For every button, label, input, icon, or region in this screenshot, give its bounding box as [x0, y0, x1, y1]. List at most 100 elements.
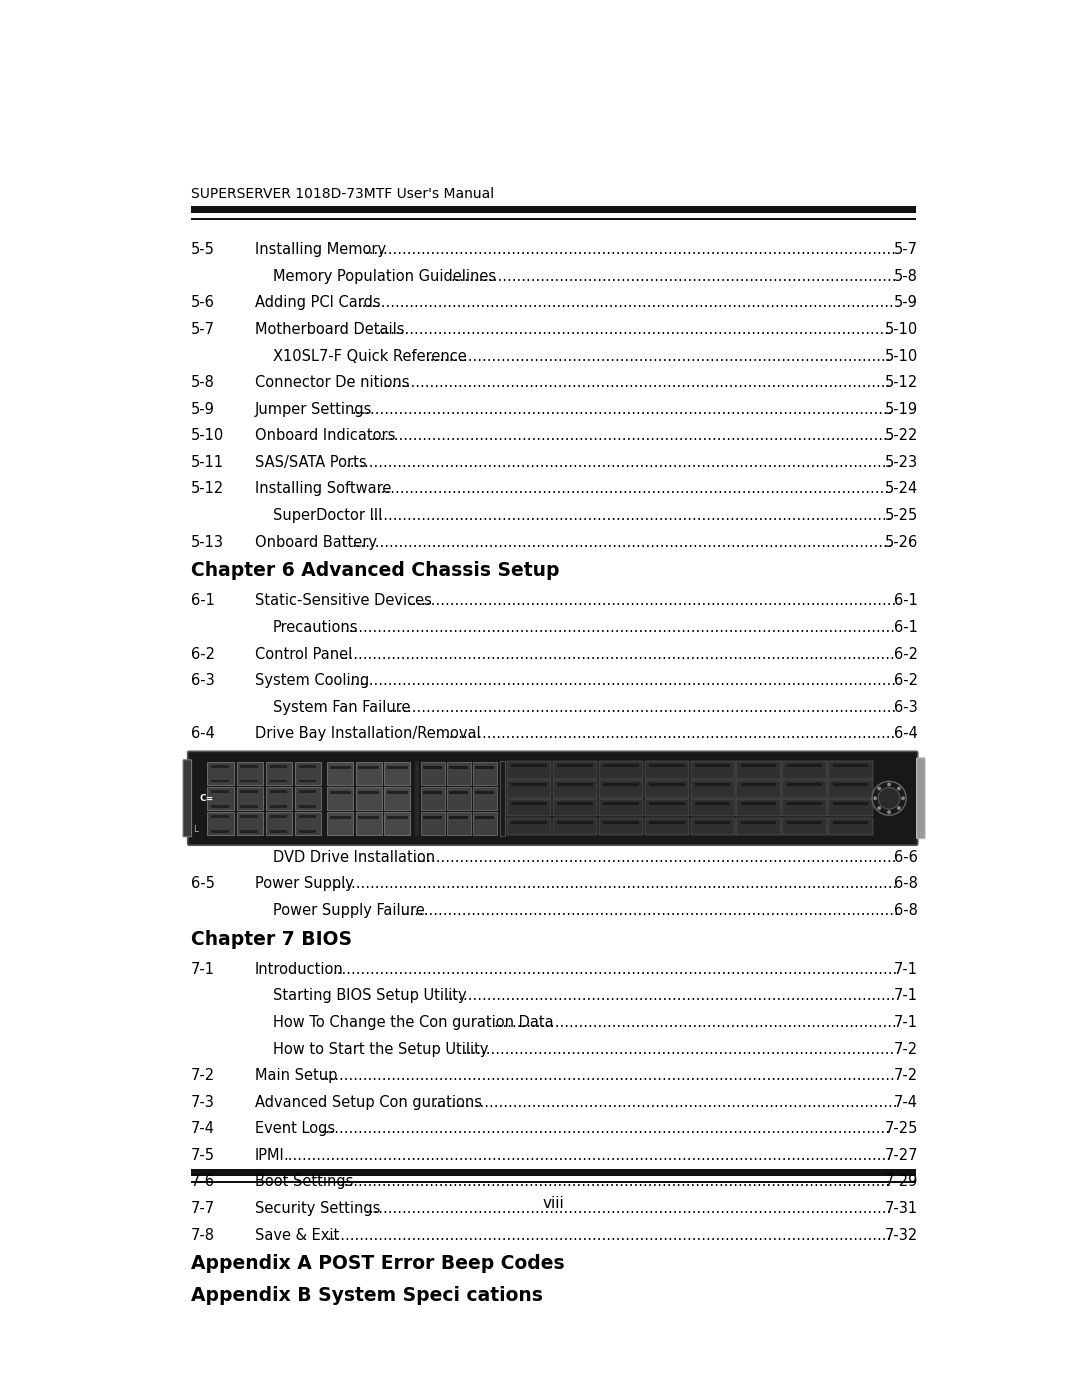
Text: 5-10: 5-10 [191, 429, 224, 443]
Text: ................................................................................: ........................................… [370, 429, 892, 443]
Circle shape [897, 787, 901, 791]
Text: ................................................................................: ........................................… [376, 323, 889, 337]
Circle shape [872, 781, 906, 816]
Text: IPMI: IPMI [255, 1148, 285, 1162]
Text: Advanced Setup Con gurations: Advanced Setup Con gurations [255, 1095, 482, 1109]
Text: ................................................................................: ........................................… [321, 1069, 895, 1083]
Text: 7-25: 7-25 [885, 1122, 918, 1136]
Text: 7-4: 7-4 [894, 1095, 918, 1109]
Bar [266, 761, 292, 785]
Bar [598, 761, 643, 778]
Bar [295, 812, 321, 835]
Text: ................................................................................: ........................................… [444, 989, 895, 1003]
Text: SUPERSERVER 1018D-73MTF User's Manual: SUPERSERVER 1018D-73MTF User's Manual [191, 187, 494, 201]
Text: ................................................................................: ........................................… [326, 1228, 892, 1242]
Text: 7-5: 7-5 [191, 1148, 215, 1162]
Circle shape [874, 796, 877, 800]
Text: Event Logs: Event Logs [255, 1122, 335, 1136]
Bar [270, 814, 286, 817]
Bar [475, 766, 495, 768]
Bar [511, 784, 546, 787]
Text: 5-10: 5-10 [885, 349, 918, 363]
Text: ................................................................................: ........................................… [426, 349, 891, 363]
Text: Motherboard Details: Motherboard Details [255, 323, 405, 337]
Bar [449, 816, 469, 819]
Circle shape [887, 782, 891, 787]
Text: 7-1: 7-1 [894, 989, 918, 1003]
Bar [833, 764, 868, 767]
Text: └: └ [191, 827, 199, 837]
Bar [833, 821, 868, 824]
Text: ................................................................................: ........................................… [283, 1148, 891, 1162]
Bar [327, 761, 353, 785]
Text: ................................................................................: ........................................… [369, 509, 892, 522]
Bar [473, 761, 497, 785]
Text: 5-7: 5-7 [894, 242, 918, 257]
Bar [737, 799, 781, 816]
Text: Power Supply Failure: Power Supply Failure [273, 902, 424, 918]
Bar [603, 802, 638, 805]
Bar [421, 787, 445, 810]
FancyBboxPatch shape [188, 752, 918, 845]
Text: 6-2: 6-2 [894, 647, 918, 662]
Text: ................................................................................: ........................................… [351, 402, 893, 416]
Bar [475, 791, 495, 793]
Bar [270, 764, 286, 767]
Circle shape [887, 810, 891, 814]
Text: Onboard Indicators: Onboard Indicators [255, 429, 395, 443]
Text: ................................................................................: ........................................… [364, 1201, 891, 1215]
Text: 5-12: 5-12 [885, 376, 918, 390]
Bar [384, 761, 410, 785]
Bar [828, 761, 873, 778]
Text: 5-9: 5-9 [191, 402, 215, 416]
Text: 5-10: 5-10 [885, 323, 918, 337]
Text: Power Supply: Power Supply [255, 876, 354, 891]
Text: 6-8: 6-8 [894, 902, 918, 918]
Text: 5-22: 5-22 [885, 429, 918, 443]
Text: ................................................................................: ........................................… [333, 963, 899, 977]
Text: 6-1: 6-1 [191, 594, 215, 609]
Bar [507, 781, 551, 798]
Text: 5-23: 5-23 [885, 455, 918, 469]
Text: ................................................................................: ........................................… [351, 535, 893, 549]
Bar [737, 761, 781, 778]
Text: 7-2: 7-2 [191, 1069, 215, 1083]
Text: 7-1: 7-1 [191, 963, 215, 977]
Text: 7-1: 7-1 [894, 963, 918, 977]
Text: ................................................................................: ........................................… [357, 295, 894, 310]
Text: ................................................................................: ........................................… [407, 594, 896, 609]
Bar [270, 830, 286, 833]
Bar [557, 764, 593, 767]
Bar [690, 781, 734, 798]
Bar [598, 781, 643, 798]
Bar [207, 787, 233, 810]
Bar [787, 784, 822, 787]
Bar [511, 764, 546, 767]
Bar [298, 830, 315, 833]
Text: 7-29: 7-29 [885, 1175, 918, 1189]
Text: Installing Software: Installing Software [255, 482, 391, 496]
Text: 7-3: 7-3 [191, 1095, 215, 1109]
Bar [330, 766, 351, 768]
Bar [694, 821, 730, 824]
Text: 7-7: 7-7 [191, 1201, 215, 1215]
Bar [690, 799, 734, 816]
Text: ................................................................................: ........................................… [401, 902, 900, 918]
Bar [387, 766, 407, 768]
Bar [212, 789, 229, 792]
Text: System Cooling: System Cooling [255, 673, 369, 689]
Bar [266, 787, 292, 810]
Bar [207, 812, 233, 835]
Text: System Fan Failure: System Fan Failure [273, 700, 410, 715]
Text: ................................................................................: ........................................… [345, 620, 895, 636]
Bar [359, 816, 379, 819]
Text: 6-2: 6-2 [191, 647, 215, 662]
Bar [191, 1169, 916, 1175]
Bar [327, 787, 353, 810]
Text: Appendix A POST Error Beep Codes: Appendix A POST Error Beep Codes [191, 1255, 565, 1273]
Text: Static-Sensitive Devices: Static-Sensitive Devices [255, 594, 432, 609]
Bar [690, 819, 734, 835]
Text: 7-1: 7-1 [894, 1016, 918, 1030]
Bar [507, 761, 551, 778]
FancyBboxPatch shape [183, 760, 191, 837]
